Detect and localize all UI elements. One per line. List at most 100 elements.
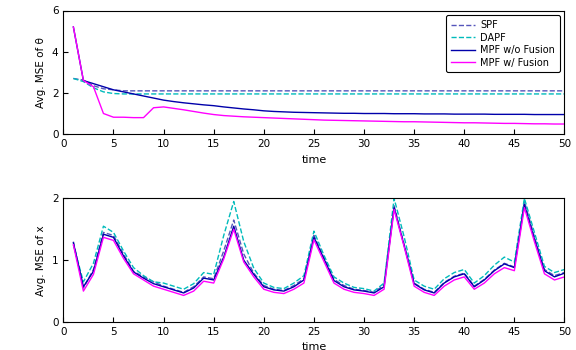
MPF w/o Fusion bbox=[471, 112, 478, 116]
SPF bbox=[281, 89, 287, 93]
SPF bbox=[301, 89, 308, 93]
MPF w/o Fusion bbox=[340, 111, 347, 116]
Legend: SPF, DAPF, MPF w/o Fusion, MPF w/ Fusion: SPF, DAPF, MPF w/o Fusion, MPF w/ Fusion bbox=[446, 15, 560, 72]
DAPF bbox=[441, 92, 448, 96]
MPF w/ Fusion bbox=[281, 116, 287, 120]
Line: MPF w/ Fusion: MPF w/ Fusion bbox=[73, 27, 564, 124]
MPF w/o Fusion bbox=[251, 108, 257, 112]
MPF w/o Fusion bbox=[310, 111, 317, 115]
DAPF bbox=[551, 92, 558, 96]
DAPF bbox=[160, 92, 167, 96]
DAPF bbox=[531, 92, 538, 96]
DAPF bbox=[471, 92, 478, 96]
DAPF bbox=[210, 92, 217, 96]
MPF w/ Fusion bbox=[340, 118, 347, 122]
MPF w/o Fusion bbox=[301, 110, 308, 114]
DAPF bbox=[420, 92, 427, 96]
SPF bbox=[120, 89, 127, 93]
MPF w/o Fusion bbox=[351, 111, 358, 116]
SPF bbox=[370, 89, 377, 93]
MPF w/ Fusion bbox=[180, 108, 187, 112]
SPF bbox=[130, 89, 137, 93]
MPF w/o Fusion bbox=[180, 101, 187, 105]
SPF bbox=[90, 84, 97, 88]
MPF w/o Fusion bbox=[140, 94, 147, 98]
Y-axis label: Avg. MSE of θ: Avg. MSE of θ bbox=[36, 37, 46, 108]
MPF w/ Fusion bbox=[561, 122, 568, 126]
DAPF bbox=[270, 92, 277, 96]
MPF w/ Fusion bbox=[331, 118, 338, 122]
SPF bbox=[501, 89, 508, 93]
MPF w/ Fusion bbox=[481, 121, 488, 125]
MPF w/o Fusion bbox=[420, 112, 427, 116]
DAPF bbox=[190, 92, 197, 96]
MPF w/ Fusion bbox=[220, 113, 227, 118]
MPF w/ Fusion bbox=[361, 119, 367, 123]
SPF bbox=[140, 89, 147, 93]
DAPF bbox=[110, 91, 117, 96]
MPF w/o Fusion bbox=[70, 25, 77, 29]
MPF w/ Fusion bbox=[230, 114, 237, 118]
DAPF bbox=[90, 86, 97, 90]
SPF bbox=[541, 89, 548, 93]
MPF w/ Fusion bbox=[320, 118, 327, 122]
SPF bbox=[170, 89, 177, 93]
MPF w/o Fusion bbox=[270, 109, 277, 113]
DAPF bbox=[381, 92, 388, 96]
MPF w/ Fusion bbox=[290, 117, 297, 121]
MPF w/ Fusion bbox=[90, 85, 97, 89]
DAPF bbox=[431, 92, 438, 96]
SPF bbox=[411, 89, 418, 93]
DAPF bbox=[451, 92, 458, 96]
SPF bbox=[230, 89, 237, 93]
MPF w/ Fusion bbox=[160, 105, 167, 109]
MPF w/ Fusion bbox=[551, 122, 558, 126]
MPF w/ Fusion bbox=[451, 120, 458, 125]
DAPF bbox=[251, 92, 257, 96]
MPF w/o Fusion bbox=[441, 112, 448, 116]
MPF w/o Fusion bbox=[431, 112, 438, 116]
MPF w/o Fusion bbox=[190, 102, 197, 106]
SPF bbox=[270, 89, 277, 93]
SPF bbox=[190, 89, 197, 93]
MPF w/o Fusion bbox=[100, 85, 107, 89]
SPF bbox=[401, 89, 408, 93]
MPF w/ Fusion bbox=[110, 115, 117, 119]
DAPF bbox=[240, 92, 247, 96]
MPF w/ Fusion bbox=[190, 109, 197, 113]
MPF w/o Fusion bbox=[240, 107, 247, 111]
MPF w/ Fusion bbox=[501, 121, 508, 126]
Line: SPF: SPF bbox=[73, 78, 564, 91]
MPF w/ Fusion bbox=[200, 111, 207, 115]
DAPF bbox=[481, 92, 488, 96]
MPF w/ Fusion bbox=[411, 120, 418, 124]
DAPF bbox=[220, 92, 227, 96]
MPF w/ Fusion bbox=[170, 106, 177, 111]
SPF bbox=[110, 88, 117, 92]
DAPF bbox=[100, 90, 107, 94]
MPF w/o Fusion bbox=[200, 103, 207, 107]
DAPF bbox=[230, 92, 237, 96]
MPF w/ Fusion bbox=[461, 121, 468, 125]
MPF w/o Fusion bbox=[381, 111, 388, 116]
MPF w/ Fusion bbox=[130, 116, 137, 120]
SPF bbox=[511, 89, 518, 93]
SPF bbox=[431, 89, 438, 93]
SPF bbox=[150, 89, 157, 93]
DAPF bbox=[80, 79, 87, 84]
SPF bbox=[481, 89, 488, 93]
DAPF bbox=[310, 92, 317, 96]
MPF w/ Fusion bbox=[100, 111, 107, 116]
DAPF bbox=[361, 92, 367, 96]
MPF w/o Fusion bbox=[481, 112, 488, 116]
MPF w/ Fusion bbox=[491, 121, 498, 125]
SPF bbox=[260, 89, 267, 93]
MPF w/o Fusion bbox=[320, 111, 327, 115]
SPF bbox=[471, 89, 478, 93]
SPF bbox=[361, 89, 367, 93]
DAPF bbox=[150, 92, 157, 96]
DAPF bbox=[301, 92, 308, 96]
MPF w/ Fusion bbox=[150, 106, 157, 110]
MPF w/ Fusion bbox=[70, 25, 77, 29]
MPF w/ Fusion bbox=[401, 120, 408, 124]
